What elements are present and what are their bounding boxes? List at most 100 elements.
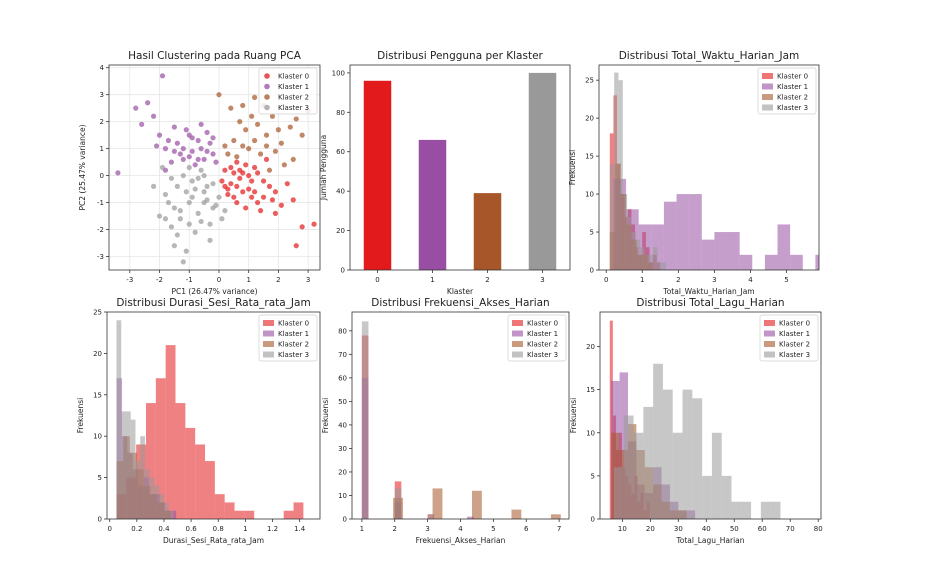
hist-bar bbox=[135, 461, 141, 519]
y-tick-label: 15 bbox=[586, 386, 595, 394]
scatter-point bbox=[198, 146, 204, 152]
legend-label: Klaster 1 bbox=[278, 330, 309, 338]
x-tick-label: 50 bbox=[730, 525, 739, 533]
legend-swatch bbox=[512, 351, 523, 358]
x-axis-label: Total_Waktu_Harian_Jam bbox=[662, 287, 754, 296]
legend-label: Klaster 0 bbox=[527, 320, 558, 328]
scatter-point bbox=[207, 221, 213, 227]
scatter-point bbox=[201, 189, 207, 195]
scatter-point bbox=[168, 224, 175, 230]
plot-area bbox=[116, 320, 304, 519]
y-tick-label: 10 bbox=[338, 492, 347, 500]
scatter-point bbox=[246, 186, 252, 192]
hist-bar bbox=[657, 262, 662, 270]
hist-bar bbox=[633, 432, 644, 519]
scatter-point bbox=[195, 137, 201, 144]
bar bbox=[528, 72, 557, 270]
scatter-point bbox=[189, 194, 195, 200]
legend-swatch bbox=[263, 330, 274, 337]
scatter-point bbox=[219, 178, 225, 184]
scatter-point bbox=[165, 199, 172, 206]
y-tick-label: 40 bbox=[336, 188, 345, 196]
chart-title: Distribusi Total_Waktu_Harian_Jam bbox=[619, 50, 800, 62]
scatter-point bbox=[195, 156, 201, 163]
hist-bar bbox=[224, 502, 235, 519]
legend: Klaster 0 Klaster 1 Klaster 2 Klaster 3 bbox=[507, 314, 567, 362]
scatter-point bbox=[222, 208, 228, 214]
hist-bar bbox=[175, 403, 186, 519]
scatter-point bbox=[186, 221, 192, 227]
legend-swatch bbox=[512, 341, 523, 347]
scatter-point bbox=[252, 189, 258, 195]
scatter-point bbox=[257, 151, 264, 157]
legend-swatch bbox=[512, 320, 523, 326]
y-tick-label: 20 bbox=[93, 350, 102, 358]
scatter-point bbox=[174, 140, 180, 146]
legend-swatch bbox=[263, 320, 274, 326]
x-tick-label: 1 bbox=[360, 525, 364, 533]
scatter-point bbox=[234, 154, 240, 160]
scatter-point bbox=[234, 183, 240, 189]
scatter-point bbox=[115, 170, 121, 176]
scatter-point bbox=[198, 121, 204, 127]
x-axis-label: Total_Lagu_Harian bbox=[675, 536, 744, 545]
y-tick-label: 5 bbox=[591, 472, 595, 480]
bar bbox=[418, 139, 447, 270]
scatter-point bbox=[204, 129, 210, 136]
scatter-point bbox=[240, 143, 246, 149]
legend-label: Klaster 0 bbox=[777, 73, 808, 81]
scatter-point bbox=[311, 221, 317, 227]
scatter-point bbox=[186, 199, 192, 206]
hist-bar bbox=[676, 194, 690, 270]
x-axis-label: PC1 (26.47% variance) bbox=[171, 287, 257, 296]
x-tick-label: -3 bbox=[126, 276, 133, 284]
panel-0: -3 -2 -1 0 1 2 3 -3 -2 -1 0 1 2 3 4 Hasil Clustering pa… bbox=[78, 50, 321, 296]
hist-bar bbox=[159, 494, 164, 519]
scatter-point bbox=[150, 183, 157, 189]
bar bbox=[473, 193, 502, 270]
legend-swatch bbox=[762, 83, 773, 90]
hist-bar bbox=[432, 488, 443, 519]
hist-bar bbox=[609, 163, 615, 270]
hist-bar bbox=[661, 262, 667, 270]
scatter-point bbox=[145, 100, 151, 106]
panel-2: 0 1 2 3 4 5 0 5 10 15 20 25 Distribusi Total_Waktu_H… bbox=[568, 50, 820, 296]
scatter-point bbox=[201, 172, 207, 179]
y-axis-label: Frekuensi bbox=[569, 398, 578, 434]
legend-swatch bbox=[512, 330, 523, 337]
y-tick-label: 10 bbox=[93, 433, 102, 441]
y-tick-label: 30 bbox=[338, 445, 347, 453]
hist-bar bbox=[643, 406, 654, 519]
hist-bar bbox=[663, 201, 677, 270]
x-tick-label: 0 bbox=[107, 525, 111, 533]
scatter-point bbox=[278, 202, 284, 208]
hist-bar bbox=[635, 239, 641, 270]
y-tick-label: 2 bbox=[100, 118, 104, 126]
hist-bar bbox=[619, 372, 628, 519]
x-tick-label: 80 bbox=[814, 525, 823, 533]
scatter-point bbox=[171, 124, 177, 130]
hist-bar bbox=[427, 514, 435, 519]
hist-bar bbox=[721, 475, 732, 519]
hist-bar bbox=[293, 502, 304, 519]
hist-bar bbox=[234, 510, 245, 519]
hist-bar bbox=[618, 80, 623, 270]
scatter-point bbox=[249, 113, 255, 119]
legend-box bbox=[757, 67, 817, 115]
axes-frame bbox=[599, 311, 822, 520]
hist-bar bbox=[550, 514, 561, 519]
chart-title: Hasil Clustering pada Ruang PCA bbox=[128, 50, 302, 62]
scatter-point bbox=[272, 189, 279, 195]
legend-label: Klaster 1 bbox=[779, 330, 810, 338]
panel-1: 0 1 2 3 0 20 40 60 80 100 Distribusi Pengguna per … bbox=[319, 50, 571, 296]
scatter-point bbox=[287, 124, 293, 130]
scatter-point bbox=[213, 202, 219, 208]
scatter-point bbox=[237, 167, 243, 173]
plot-area bbox=[363, 72, 557, 270]
scatter-point bbox=[171, 243, 177, 249]
scatter-point bbox=[219, 216, 225, 222]
hist-bar bbox=[640, 247, 645, 270]
scatter-point bbox=[198, 218, 204, 225]
x-tick-label: 4 bbox=[748, 276, 753, 284]
